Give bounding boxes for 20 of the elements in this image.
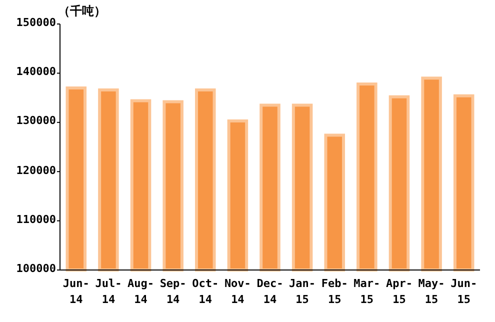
x-tick-label: Oct-14: [191, 276, 220, 308]
x-tick-label: Jul-14: [94, 276, 123, 308]
y-tick-label: 140000: [15, 65, 56, 78]
y-axis-title: （千吨）: [58, 3, 106, 20]
y-tick-label: 110000: [15, 212, 56, 226]
x-tick-label: Apr-15: [384, 276, 414, 308]
x-tick-label: Dec-14: [256, 276, 284, 308]
x-tick-label: May-15: [417, 276, 446, 308]
x-tick-label: Jun-14: [62, 276, 90, 308]
x-tick-label: Mar-15: [352, 276, 382, 308]
x-tick-label: Feb-15: [320, 276, 349, 308]
x-tick-label: Jun-15: [450, 276, 478, 308]
y-tick-label: 130000: [15, 114, 56, 128]
y-tick-label: 120000: [15, 164, 56, 177]
x-tick-label: Nov-14: [223, 276, 252, 308]
y-tick-label: 100000: [15, 262, 56, 275]
x-tick-label: Jan-15: [288, 276, 317, 308]
x-tick-label: Aug-14: [126, 276, 156, 308]
x-tick-label: Sep-14: [158, 276, 188, 308]
y-tick-label: 150000: [15, 16, 56, 29]
